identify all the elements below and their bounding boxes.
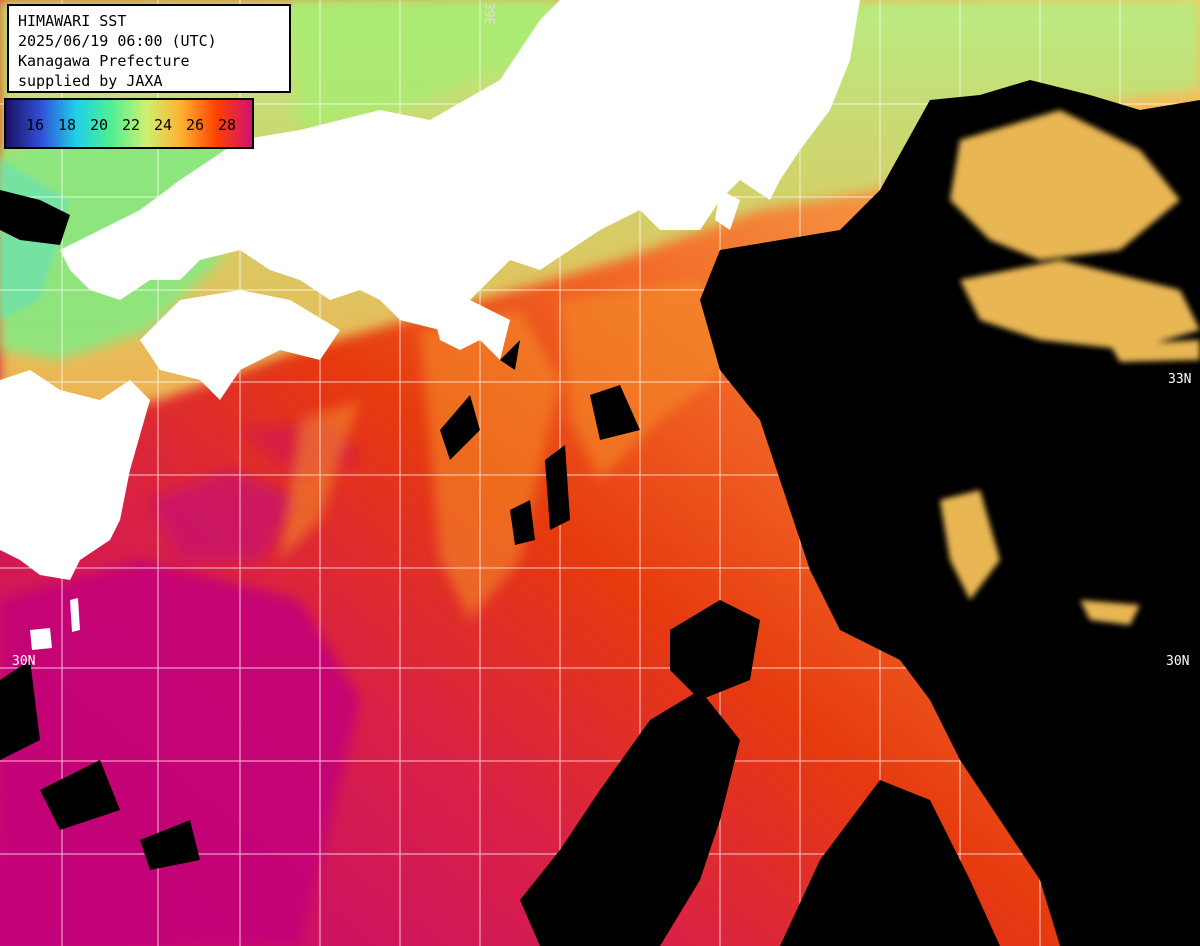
- colorbar-tick-24: 24: [154, 116, 173, 134]
- region-name: Kanagawa Prefecture: [18, 52, 190, 70]
- coastal-green-water-2: [290, 0, 560, 130]
- kyushu-land: [0, 370, 150, 580]
- cloud-south-east: [780, 780, 1000, 946]
- colorbar-tick-18: 18: [58, 116, 77, 134]
- latitude-label-33n: 33N: [1168, 372, 1192, 387]
- temperature-colorbar: 16 18 20 22 24 26 28: [4, 98, 254, 149]
- izu-peninsula-land: [715, 190, 740, 230]
- cloud-center-1: [670, 600, 760, 700]
- product-name: HIMAWARI SST: [18, 12, 127, 30]
- cloud-center-4: [500, 340, 520, 370]
- island-tanegashima: [70, 598, 80, 632]
- honshu-land: [60, 0, 860, 330]
- colorbar-tick-22: 22: [122, 116, 141, 134]
- shikoku-land: [140, 290, 340, 400]
- warm-pool-west: [150, 470, 300, 560]
- cloud-center-6: [545, 445, 570, 530]
- colorbar-tick-26: 26: [186, 116, 205, 134]
- latitude-label-30n-right: 30N: [1166, 654, 1190, 669]
- kii-peninsula-land: [430, 300, 510, 360]
- awaji-island: [385, 235, 405, 275]
- observation-time: 2025/06/19 06:00 (UTC): [18, 32, 217, 50]
- latitude-label-30n-left: 30N: [12, 654, 36, 669]
- colorbar-tick-20: 20: [90, 116, 109, 134]
- island-yakushima: [30, 628, 52, 650]
- cloud-east-band: [940, 480, 1180, 720]
- info-box: HIMAWARI SST 2025/06/19 06:00 (UTC) Kana…: [7, 4, 291, 93]
- warm-pool-southwest: [0, 560, 360, 946]
- northeast-warm-patches: [940, 110, 1200, 625]
- colorbar-tick-28: 28: [218, 116, 237, 134]
- cloud-center-5: [510, 500, 535, 545]
- cloud-south-center: [520, 690, 740, 946]
- cloud-nw: [0, 190, 70, 245]
- cloud-west-3: [140, 820, 200, 870]
- cloud-center-2: [440, 395, 480, 460]
- cloud-west-1: [0, 660, 40, 760]
- cloud-center-3: [590, 385, 640, 440]
- cloud-west-2: [40, 760, 120, 830]
- data-credit: supplied by JAXA: [18, 72, 163, 90]
- colorbar-tick-16: 16: [26, 116, 45, 134]
- longitude-label-top: 39E: [481, 2, 496, 26]
- land-mask: [0, 0, 860, 650]
